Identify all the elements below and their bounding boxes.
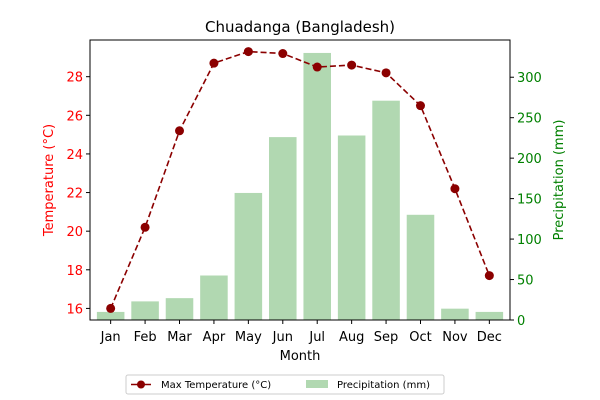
plot-frame bbox=[89, 39, 511, 321]
temperature-series-line bbox=[109, 50, 491, 309]
x-tick-label: Jun bbox=[272, 330, 293, 345]
x-tick-label: Nov bbox=[442, 330, 468, 345]
temp-point-mar bbox=[175, 126, 185, 136]
x-tick-label: Feb bbox=[134, 330, 157, 345]
left-y-tick-label: 26 bbox=[66, 109, 83, 124]
right-y-tick-label: 200 bbox=[517, 152, 542, 167]
x-tick-label: May bbox=[235, 330, 262, 345]
right-y-axis-title: Precipitation (mm) bbox=[552, 120, 567, 241]
left-y-tick-label: 28 bbox=[66, 71, 83, 86]
precip-bar-jun bbox=[269, 137, 297, 320]
precip-bar-jul bbox=[303, 52, 331, 321]
precip-bar-mar bbox=[165, 298, 194, 320]
right-y-tick-label: 250 bbox=[517, 112, 542, 127]
x-tick-label: Mar bbox=[167, 330, 192, 345]
right-y-axis: 0 50 100 150 200 250 300 bbox=[510, 71, 542, 329]
x-tick-label: Oct bbox=[409, 330, 431, 345]
legend: Max Temperature (°C) Precipitation (mm) bbox=[125, 374, 445, 395]
x-axis: Jan Feb Mar Apr May Jun Jul Aug Sep Oct Nov Dec bbox=[100, 320, 502, 345]
x-tick-label: Apr bbox=[203, 330, 226, 345]
x-tick-label: Sep bbox=[374, 330, 399, 345]
precip-bar-apr bbox=[200, 275, 228, 320]
left-y-tick-label: 18 bbox=[66, 264, 83, 279]
temp-point-oct bbox=[415, 101, 425, 111]
temp-point-feb bbox=[140, 222, 150, 232]
left-y-tick-label: 16 bbox=[66, 302, 83, 317]
legend-label-precipitation: Precipitation (mm) bbox=[337, 380, 430, 391]
chart-title: Chuadanga (Bangladesh) bbox=[205, 18, 395, 36]
temperature-line bbox=[106, 47, 494, 313]
temp-point-jan bbox=[106, 303, 116, 313]
precip-bar-feb bbox=[131, 301, 159, 320]
left-y-axis: 16 18 20 22 24 26 28 bbox=[66, 71, 90, 317]
legend-marker-swatch bbox=[137, 380, 145, 389]
x-tick-label: Dec bbox=[477, 330, 502, 345]
temp-point-jun bbox=[278, 49, 288, 59]
legend-frame bbox=[125, 374, 445, 395]
right-y-tick-label: 0 bbox=[517, 314, 525, 329]
x-tick-label: Jan bbox=[100, 330, 121, 345]
x-tick-label: Jul bbox=[308, 330, 325, 345]
legend-label-temperature: Max Temperature (°C) bbox=[161, 380, 271, 391]
left-y-tick-label: 20 bbox=[66, 225, 83, 240]
left-y-tick-label: 24 bbox=[66, 148, 83, 163]
right-y-tick-label: 100 bbox=[517, 233, 542, 248]
right-y-tick-label: 300 bbox=[517, 71, 542, 86]
precip-bar-aug bbox=[337, 135, 366, 320]
precip-bar-jan bbox=[96, 311, 125, 320]
x-tick-label: Aug bbox=[339, 330, 364, 345]
precip-bar-sep bbox=[372, 100, 400, 321]
temp-point-sep bbox=[381, 68, 391, 78]
temp-point-dec bbox=[484, 271, 494, 281]
right-y-tick-label: 50 bbox=[517, 274, 534, 289]
right-y-tick-label: 150 bbox=[517, 193, 542, 208]
temp-point-may bbox=[243, 47, 253, 57]
precip-bar-may bbox=[234, 192, 263, 320]
legend-bar-swatch bbox=[306, 380, 328, 388]
temp-point-jul bbox=[312, 62, 322, 72]
precip-bar-oct bbox=[406, 214, 435, 320]
precip-bar-nov bbox=[441, 308, 469, 320]
temp-point-aug bbox=[347, 60, 357, 70]
temp-point-apr bbox=[209, 58, 219, 68]
precip-bar-dec bbox=[475, 311, 504, 320]
x-axis-title: Month bbox=[280, 349, 321, 364]
left-y-axis-title: Temperature (°C) bbox=[42, 124, 57, 237]
precipitation-bars bbox=[96, 52, 504, 321]
temp-point-nov bbox=[450, 184, 460, 194]
left-y-tick-label: 22 bbox=[66, 187, 83, 202]
